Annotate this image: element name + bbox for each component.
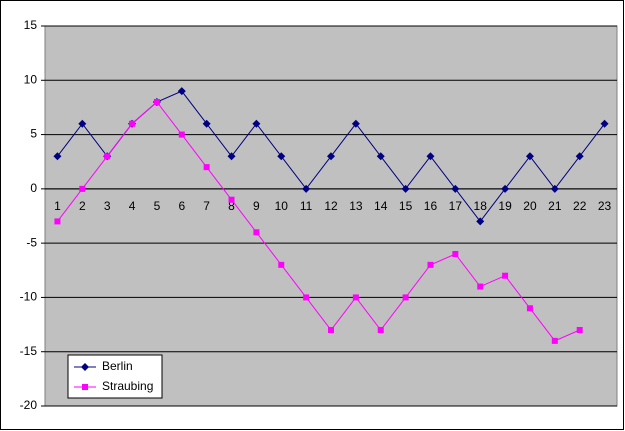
x-tick-label: 11: [300, 199, 313, 213]
point: [376, 152, 385, 161]
x-tick-label: 9: [253, 199, 260, 213]
point: [129, 120, 136, 127]
x-tick-label: 20: [523, 199, 537, 213]
y-tick-label: -10: [20, 290, 38, 304]
x-tick-label: 4: [129, 199, 136, 213]
point: [303, 294, 310, 301]
x-tick-label: 19: [498, 199, 512, 213]
x-tick-label: 10: [275, 199, 289, 213]
point: [278, 261, 285, 268]
y-tick-label: 15: [24, 18, 38, 32]
point: [153, 99, 160, 105]
point: [352, 294, 359, 301]
x-tick-label: 2: [79, 199, 86, 213]
x-tick-label: 8: [228, 199, 235, 213]
y-tick-label: -15: [20, 344, 38, 358]
point: [53, 152, 62, 161]
legend-marker: [82, 384, 88, 390]
point: [476, 217, 485, 226]
x-tick-label: 23: [598, 199, 612, 213]
point: [351, 119, 360, 128]
x-tick-label: 6: [178, 199, 185, 213]
point: [202, 119, 211, 128]
point: [277, 152, 286, 161]
x-tick-label: 18: [474, 199, 488, 213]
x-tick-label: 21: [548, 199, 562, 213]
point: [502, 272, 509, 279]
y-tick-label: 5: [30, 127, 37, 141]
point: [451, 184, 460, 193]
legend-label: Straubing: [102, 379, 153, 393]
point: [501, 184, 510, 193]
x-tick-label: 14: [374, 199, 388, 213]
point: [327, 152, 335, 161]
x-tick-label: 15: [399, 199, 413, 213]
point: [253, 229, 260, 236]
x-tick-label: 3: [104, 199, 111, 213]
x-tick-label: 12: [324, 199, 338, 213]
point: [227, 152, 236, 161]
point: [576, 327, 583, 333]
x-tick-label: 1: [54, 199, 61, 213]
point: [550, 184, 559, 193]
y-tick-label: 0: [30, 181, 37, 195]
point: [452, 251, 459, 257]
x-tick-label: 13: [349, 199, 363, 213]
point: [526, 305, 533, 312]
point: [427, 261, 434, 268]
point: [575, 152, 584, 161]
x-tick-label: 17: [449, 199, 463, 213]
x-tick-label: 5: [154, 199, 161, 213]
point: [203, 164, 210, 171]
legend-marker: [81, 363, 89, 371]
y-tick-label: 10: [24, 72, 38, 86]
point: [104, 153, 111, 160]
x-tick-label: 16: [424, 199, 438, 213]
point: [402, 294, 409, 301]
point: [477, 283, 484, 290]
point: [79, 185, 86, 192]
point: [228, 196, 235, 203]
legend-box: [67, 354, 163, 399]
point: [54, 218, 61, 225]
x-tick-label: 22: [573, 199, 587, 213]
point: [551, 337, 558, 344]
point: [78, 119, 87, 128]
y-tick-label: -5: [26, 235, 37, 249]
legend-label: Berlin: [102, 359, 133, 373]
point: [377, 327, 384, 333]
point: [252, 119, 261, 128]
point: [600, 119, 609, 128]
point: [426, 152, 435, 161]
plot-area: [44, 25, 618, 407]
point: [177, 87, 186, 96]
point: [328, 327, 334, 333]
series-line: [57, 101, 580, 342]
point: [178, 131, 185, 138]
point: [525, 152, 534, 161]
x-tick-label: 7: [203, 199, 210, 213]
point: [401, 184, 410, 193]
y-tick-label: -20: [20, 398, 38, 412]
point: [302, 184, 311, 193]
